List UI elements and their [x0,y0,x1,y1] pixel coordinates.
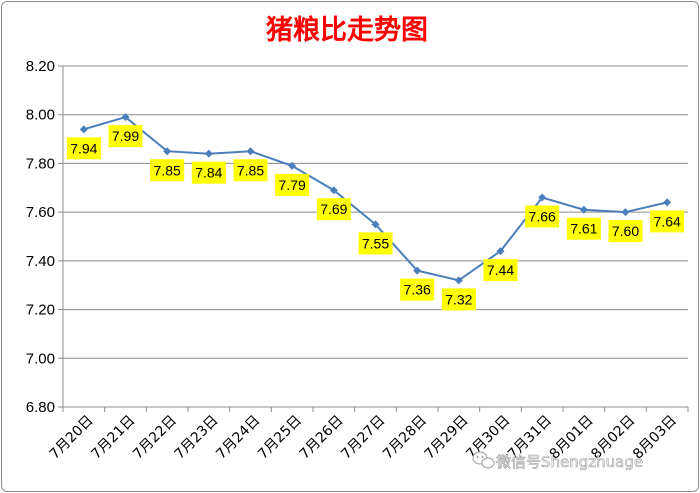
axes [58,65,689,412]
data-labels: 7.94 7.99 7.85 7.84 7.85 7.79 7.69 7.55 7.36 7.32… [66,125,685,311]
data-point [538,193,547,202]
data-label: 7.61 [566,217,601,240]
data-label-bg [150,159,185,182]
x-tick-label: 7月26日 [297,413,347,463]
data-label-bg [191,161,226,184]
data-point [329,186,338,195]
data-point [621,208,630,217]
data-label-text: 7.32 [445,291,472,307]
data-label: 7.85 [150,159,185,182]
y-tick-label: 7.60 [26,204,55,221]
y-tick-label: 7.00 [26,350,55,367]
data-label-bg [566,217,601,240]
data-label: 7.36 [400,278,435,301]
data-point [371,220,380,229]
data-label: 7.60 [608,220,643,243]
data-point [79,125,88,134]
data-point [121,113,130,122]
data-point [246,147,255,156]
y-tick-label: 6.80 [26,399,55,416]
series-line [83,115,668,282]
data-label: 7.85 [233,159,268,182]
data-label: 7.44 [483,259,518,282]
data-label-text: 7.79 [279,177,306,193]
x-tick-label: 7月27日 [338,413,388,463]
data-label-bg [525,205,560,228]
data-label-bg [400,278,435,301]
data-point [663,198,672,207]
data-label-text: 7.55 [362,235,389,251]
data-point [454,276,463,285]
x-tick-label: 7月20日 [47,413,97,463]
data-label: 7.32 [441,288,476,311]
x-tick-label: 7月24日 [213,413,263,463]
wechat-icon [472,451,495,469]
data-label-text: 7.85 [237,162,264,178]
x-tick-label: 7月22日 [130,413,180,463]
watermark: 微信号Shengzhuage [472,451,643,471]
data-label: 7.94 [66,137,101,160]
data-label-bg [441,288,476,311]
data-label-bg [66,137,101,160]
data-label-text: 7.99 [112,128,139,144]
data-label-bg [316,198,351,221]
watermark-text: 微信号Shengzhuage [496,453,643,471]
data-point [413,266,422,275]
data-label-bg [608,220,643,243]
data-label-bg [483,259,518,282]
data-label: 7.84 [191,161,226,184]
y-tick-label: 7.40 [26,253,55,270]
data-point [163,147,172,156]
data-point [204,149,213,158]
data-label-text: 7.36 [404,282,431,298]
data-label: 7.66 [525,205,560,228]
x-tick-label: 7月25日 [255,413,305,463]
y-axis-ticks: 6.80 7.00 7.20 7.40 7.60 7.80 8.00 8.20 [26,58,55,416]
x-tick-label: 7月28日 [380,413,430,463]
data-label-text: 7.66 [529,209,556,225]
data-label-text: 7.44 [487,262,514,278]
data-label-text: 7.60 [612,223,639,239]
data-label-text: 7.61 [570,221,597,237]
data-label-bg [108,125,143,148]
data-point [288,161,297,170]
data-label-bg [358,232,393,255]
data-label-text: 7.84 [195,165,222,181]
data-label: 7.64 [650,210,685,233]
x-tick-label: 7月29日 [422,413,472,463]
data-label-text: 7.64 [654,213,681,229]
data-label-text: 7.94 [70,140,97,156]
data-label: 7.69 [316,198,351,221]
x-tick-label: 7月23日 [172,413,222,463]
data-label: 7.99 [108,125,143,148]
data-label-bg [233,159,268,182]
data-label: 7.55 [358,232,393,255]
chart-title: 猪粮比走势图 [266,14,428,46]
data-label-bg [650,210,685,233]
series-pig-grain-ratio [79,113,672,285]
data-point [579,205,588,214]
data-label-text: 7.85 [154,162,181,178]
y-tick-label: 7.20 [26,302,55,319]
y-tick-label: 7.80 [26,155,55,172]
y-tick-label: 8.20 [26,58,55,75]
data-label: 7.79 [275,173,310,196]
data-label-text: 7.69 [320,201,347,217]
data-label-bg [275,173,310,196]
data-point [496,247,505,256]
x-tick-label: 7月21日 [88,413,138,463]
y-tick-label: 8.00 [26,107,55,124]
